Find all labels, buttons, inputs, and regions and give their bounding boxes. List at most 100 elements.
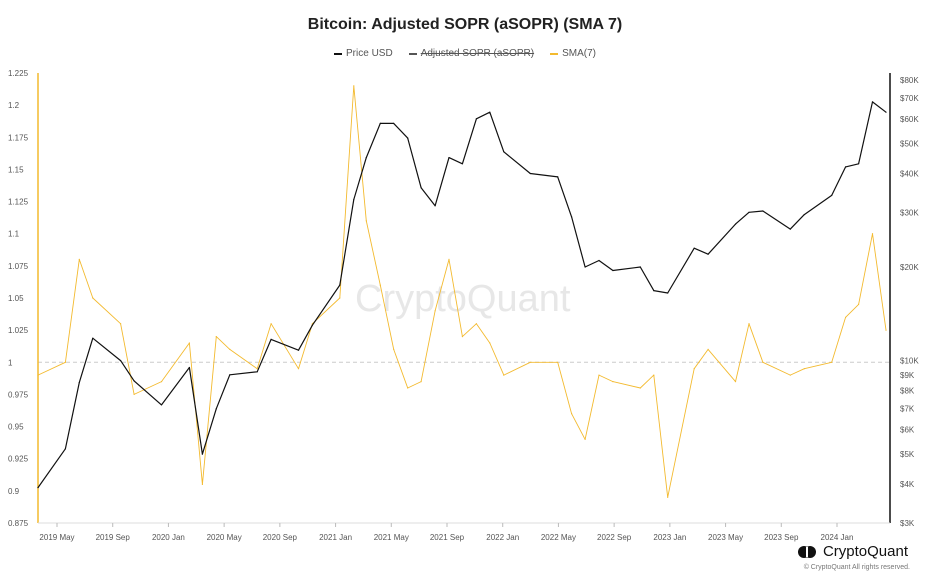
price-point — [353, 198, 355, 201]
brand-name: CryptoQuant — [822, 543, 908, 560]
sma7-point — [407, 387, 409, 389]
sma7-point — [803, 368, 805, 370]
x-tick-label: 2022 May — [541, 533, 576, 542]
price-point — [762, 210, 764, 212]
price-point — [434, 205, 436, 207]
price-point — [133, 380, 135, 382]
sma7-point — [489, 342, 491, 344]
x-tick-label: 2020 May — [207, 533, 242, 542]
price-point — [365, 157, 367, 159]
price-point — [598, 259, 600, 262]
right-tick-label: $9K — [900, 371, 915, 380]
sma7-point — [831, 361, 833, 363]
series-layer — [37, 85, 887, 498]
chart-title: Bitcoin: Adjusted SOPR (aSOPR) (SMA 7) — [307, 16, 623, 33]
right-tick-label: $7K — [900, 405, 915, 414]
right-tick-label: $40K — [900, 170, 919, 179]
right-tick-label: $20K — [900, 263, 919, 272]
legend-item-sma[interactable]: SMA(7) — [550, 48, 596, 59]
sma7-point — [529, 361, 531, 363]
x-tick-label: 2020 Jan — [152, 533, 185, 542]
copyright: © CryptoQuant All rights reserved. — [803, 564, 910, 571]
sma7-point — [598, 374, 600, 376]
price-point — [256, 371, 258, 373]
x-tick-label: 2022 Jan — [486, 533, 519, 542]
sma7-point — [393, 348, 395, 350]
left-tick-label: 0.95 — [8, 423, 24, 432]
legend-swatch-sma — [550, 52, 559, 55]
right-tick-label: $6K — [900, 425, 915, 434]
right-tick-label: $70K — [900, 94, 919, 103]
sma7-point — [503, 374, 505, 376]
sma7-point — [420, 381, 422, 383]
sma7-point — [639, 387, 641, 389]
sma7-point — [707, 348, 709, 350]
price-point — [831, 194, 833, 196]
sma7-point — [353, 85, 355, 87]
x-tick-label: 2024 Jan — [821, 533, 854, 542]
price-point — [693, 247, 695, 249]
sma7-point — [858, 303, 860, 305]
left-tick-label: 1.075 — [8, 262, 29, 271]
price-point — [64, 448, 66, 450]
right-tick-label: $8K — [900, 387, 915, 396]
sma7-point — [693, 368, 695, 370]
price-point — [188, 366, 190, 369]
price-point — [612, 269, 614, 272]
left-tick-label: 0.9 — [8, 487, 20, 496]
legend-swatch-price — [334, 52, 343, 55]
price-point — [78, 381, 80, 384]
price-point — [748, 211, 750, 213]
x-tick-label: 2022 Sep — [597, 533, 632, 542]
price-point — [215, 408, 217, 410]
price-point — [297, 349, 300, 351]
sma7-point — [845, 316, 847, 318]
right-tick-label: $5K — [900, 450, 915, 459]
price-point — [503, 151, 505, 153]
price-point — [557, 176, 559, 178]
left-tick-label: 1.05 — [8, 294, 24, 303]
left-tick-label: 1.125 — [8, 198, 29, 207]
x-tick-label: 2021 May — [374, 533, 409, 542]
price-point — [858, 163, 860, 165]
legend-label-asopr: Adjusted SOPR (aSOPR) — [420, 48, 535, 59]
sma7-point — [339, 297, 341, 299]
sma7-point — [871, 233, 874, 235]
left-tick-label: 0.925 — [8, 455, 29, 464]
x-tick-label: 2020 Sep — [263, 533, 298, 542]
x-tick-label: 2023 May — [708, 533, 743, 542]
sma7-point — [133, 393, 135, 395]
price-point — [489, 111, 491, 113]
legend-item-asopr[interactable]: Adjusted SOPR (aSOPR) — [408, 48, 535, 59]
price-point — [571, 216, 573, 218]
sma7-point — [64, 361, 66, 363]
sma7-point — [748, 323, 750, 325]
price-usd-series-line — [37, 101, 887, 488]
legend-item-price[interactable]: Price USD — [334, 48, 393, 59]
legend-label-sma: SMA(7) — [562, 48, 596, 59]
sma7-point — [734, 381, 737, 383]
sma7-point — [612, 381, 614, 383]
sma7-point — [762, 361, 764, 363]
brand: CryptoQuant — [797, 543, 908, 560]
price-point — [420, 187, 422, 189]
price-point — [845, 166, 847, 168]
sma7-point — [270, 323, 272, 325]
price-point — [270, 338, 272, 340]
price-point — [885, 111, 887, 113]
sma7-point — [365, 220, 367, 222]
sma7-series-line — [37, 85, 887, 498]
x-tick-label: 2019 Sep — [96, 533, 131, 542]
left-tick-label: 1.025 — [8, 326, 29, 335]
sma7-point — [37, 374, 39, 376]
legend-swatch-asopr — [408, 52, 417, 55]
x-tick-label: 2021 Jan — [319, 533, 352, 542]
price-point — [229, 374, 231, 376]
left-tick-label: 1.1 — [8, 230, 20, 239]
sma7-point — [448, 258, 450, 260]
price-point — [37, 487, 39, 489]
price-point — [393, 122, 395, 124]
left-tick-label: 0.975 — [8, 390, 29, 399]
x-tick-label: 2023 Jan — [653, 533, 686, 542]
